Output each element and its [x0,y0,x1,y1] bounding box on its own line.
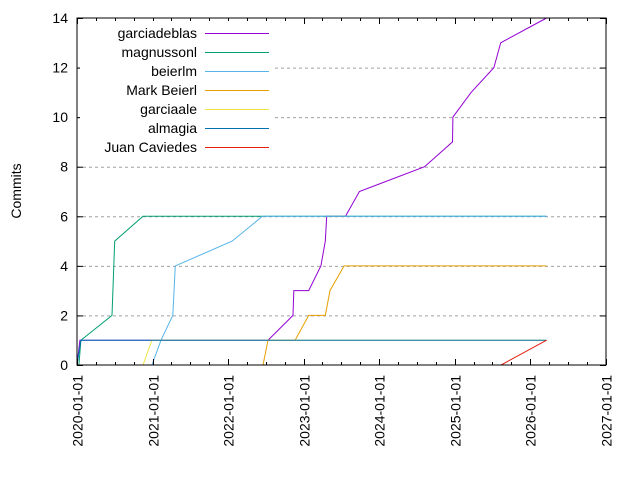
y-tick-label: 0 [60,357,68,373]
x-tick-label: 2020-01-01 [70,375,86,447]
axis-ticks: 0 2 4 6 8 10 12 14 2020-01-01 2021-01-01 2022-01-0… [52,10,614,447]
legend-label: Mark Beierl [126,82,197,98]
series-line-juan-caviedes [500,339,547,366]
series-line-magnussonl [78,215,547,366]
legend-label: garciadeblas [118,25,197,41]
legend-label: almagia [148,120,197,136]
legend-label: garciaale [140,101,197,117]
legend-label: Juan Caviedes [104,139,197,155]
x-tick-label: 2024-01-01 [372,375,388,447]
x-tick-label: 2025-01-01 [448,375,464,447]
series-line-garciaale [142,339,547,366]
y-tick-label: 14 [52,10,68,26]
series-line-almagia [76,339,547,366]
y-axis-label: Commits [8,163,24,218]
y-tick-label: 12 [52,60,68,76]
series-lines [76,17,547,366]
y-tick-label: 10 [52,109,68,125]
series-line-beierlm [151,215,547,366]
x-tick-label: 2023-01-01 [297,375,313,447]
y-tick-label: 6 [60,208,68,224]
x-tick-label: 2027-01-01 [599,375,615,447]
legend: garciadeblas magnussonl beierlm Mark Beierl… [80,21,275,161]
y-tick-label: 4 [60,258,68,274]
x-tick-label: 2026-01-01 [523,375,539,447]
x-tick-label: 2022-01-01 [221,375,237,447]
legend-label: beierlm [151,63,197,79]
legend-label: magnussonl [122,44,198,60]
x-tick-label: 2021-01-01 [146,375,162,447]
y-tick-label: 2 [60,307,68,323]
y-tick-label: 8 [60,159,68,175]
